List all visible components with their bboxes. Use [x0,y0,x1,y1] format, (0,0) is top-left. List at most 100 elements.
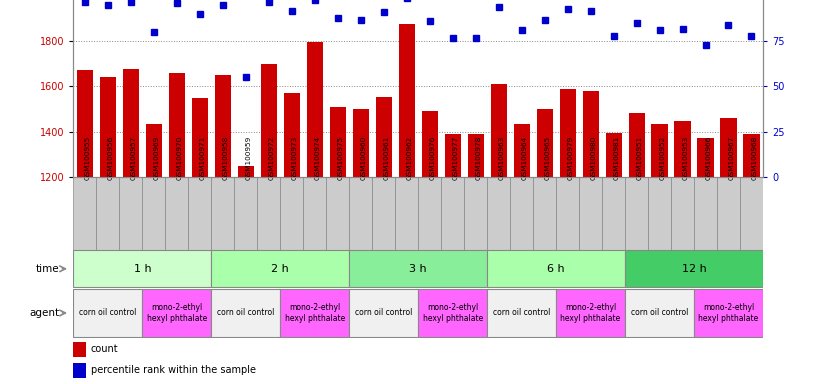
Text: mono-2-ethyl
hexyl phthalate: mono-2-ethyl hexyl phthalate [147,303,207,323]
Text: GSM100968: GSM100968 [752,136,757,180]
Bar [510,177,533,250]
Bar [188,177,211,250]
Text: GSM100958: GSM100958 [223,136,228,180]
Bar [675,121,690,177]
Text: GSM100952: GSM100952 [659,136,666,180]
Bar [326,177,349,250]
Bar [717,177,740,250]
Bar [77,70,93,177]
Bar [418,177,441,250]
Text: GSM100970: GSM100970 [177,136,183,180]
Text: GSM100975: GSM100975 [338,136,344,180]
Bar [418,289,487,337]
Text: GSM100963: GSM100963 [499,136,504,180]
Text: 12 h: 12 h [681,264,707,274]
Bar [123,70,139,177]
Bar [487,250,625,287]
Text: GSM100951: GSM100951 [636,136,642,180]
Text: GSM100955: GSM100955 [85,136,91,180]
Text: GSM100957: GSM100957 [131,136,137,180]
Bar [533,177,557,250]
Text: agent: agent [29,308,60,318]
Bar [445,134,461,177]
Text: GSM100962: GSM100962 [406,136,413,180]
Text: GSM100969: GSM100969 [154,136,160,180]
Text: GSM100978: GSM100978 [476,136,481,180]
Bar [73,342,86,357]
Bar [740,177,763,250]
Bar [73,363,86,378]
Text: GSM100981: GSM100981 [614,136,619,180]
Text: GSM100959: GSM100959 [246,136,252,180]
Text: GSM100961: GSM100961 [384,136,390,180]
Bar [487,177,510,250]
Bar [468,134,484,177]
Bar [605,132,622,177]
Bar [211,289,281,337]
Text: GSM100979: GSM100979 [568,136,574,180]
Text: GSM100972: GSM100972 [268,136,275,180]
Bar [261,64,277,177]
Text: GSM100971: GSM100971 [200,136,206,180]
Bar [372,177,395,250]
Bar [399,24,415,177]
Bar [304,177,326,250]
Bar [651,124,667,177]
Bar [257,177,281,250]
Bar [556,289,625,337]
Bar [487,289,557,337]
Bar [215,75,231,177]
Bar [237,166,254,177]
Text: corn oil control: corn oil control [217,308,274,318]
Bar [648,177,671,250]
Bar [142,289,211,337]
Text: GSM100965: GSM100965 [544,136,551,180]
Bar [353,109,369,177]
Text: 3 h: 3 h [410,264,427,274]
Text: corn oil control: corn oil control [79,308,136,318]
Bar [490,84,507,177]
Text: corn oil control: corn oil control [355,308,412,318]
Bar [73,289,142,337]
Text: corn oil control: corn oil control [493,308,550,318]
Bar [395,177,418,250]
Text: GSM100967: GSM100967 [729,136,734,180]
Bar [119,177,142,250]
Bar [464,177,487,250]
Bar [169,73,185,177]
Bar [100,77,116,177]
Text: count: count [91,344,118,354]
Text: 1 h: 1 h [134,264,151,274]
Bar [211,250,349,287]
Text: mono-2-ethyl
hexyl phthalate: mono-2-ethyl hexyl phthalate [423,303,483,323]
Bar [281,289,349,337]
Bar [73,177,96,250]
Bar [694,177,717,250]
Text: percentile rank within the sample: percentile rank within the sample [91,366,255,376]
Bar [537,109,552,177]
Bar [307,42,323,177]
Bar [671,177,694,250]
Bar [330,107,346,177]
Text: GSM100977: GSM100977 [453,136,459,180]
Bar [234,177,257,250]
Text: GSM100973: GSM100973 [292,136,298,180]
Text: GSM100974: GSM100974 [315,136,321,180]
Bar [628,114,645,177]
Bar [625,289,694,337]
Bar [441,177,464,250]
Bar [743,134,760,177]
Bar [349,177,372,250]
Bar [560,89,575,177]
Bar [602,177,625,250]
Bar [166,177,188,250]
Bar [192,98,208,177]
Text: GSM100980: GSM100980 [591,136,596,180]
Text: time: time [36,264,60,274]
Bar [375,96,392,177]
Bar [142,177,166,250]
Bar [556,177,579,250]
Bar [698,138,713,177]
Bar [96,177,119,250]
Text: GSM100956: GSM100956 [108,136,114,180]
